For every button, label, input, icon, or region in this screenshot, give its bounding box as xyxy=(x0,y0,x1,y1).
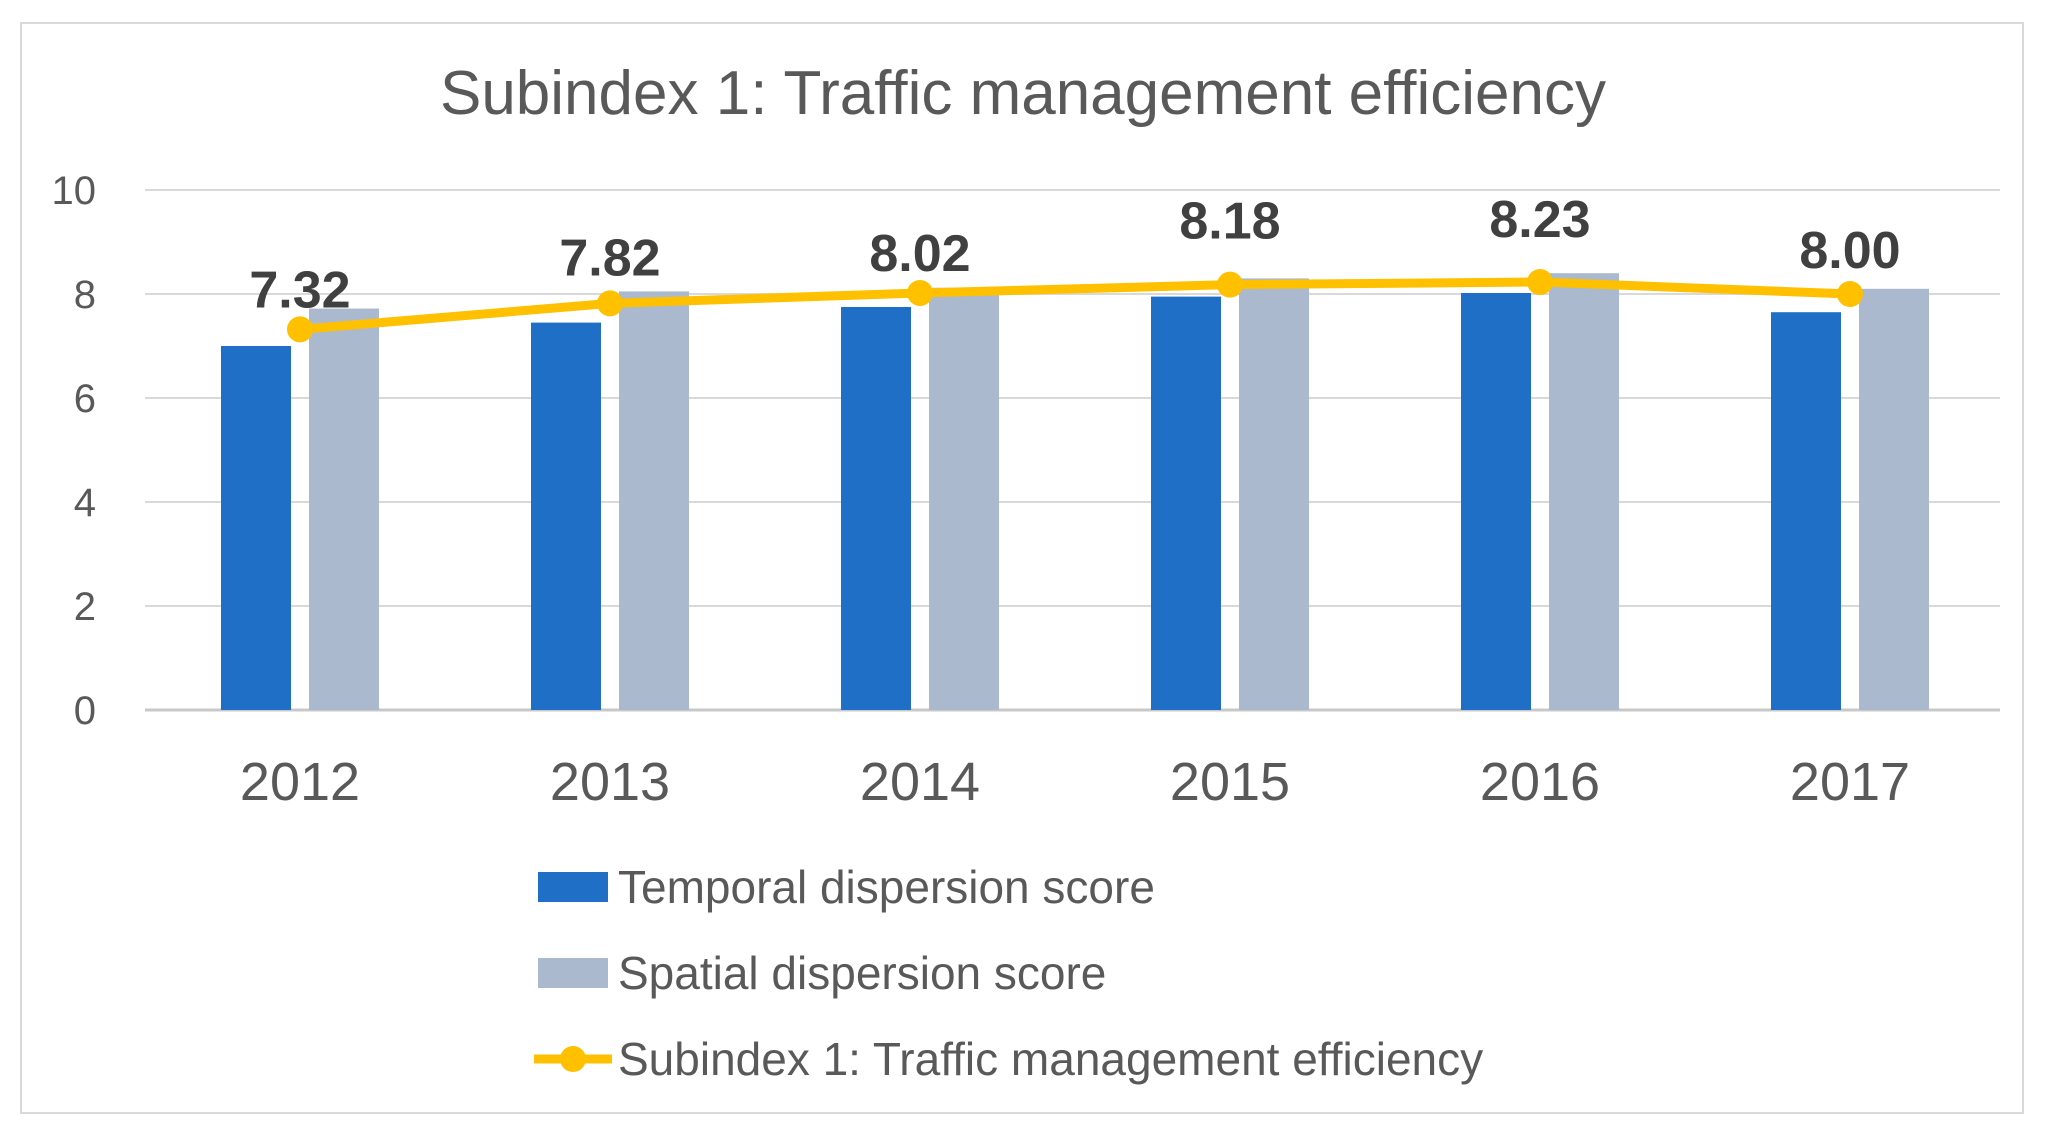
x-tick-label-2015: 2015 xyxy=(1170,752,1290,812)
bar-spatial-2016 xyxy=(1549,273,1619,710)
legend-label-subindex: Subindex 1: Traffic management efficienc… xyxy=(618,1033,1483,1085)
chart-title: Subindex 1: Traffic management efficienc… xyxy=(440,59,1606,128)
y-tick-label: 10 xyxy=(52,169,97,213)
y-tick-label: 6 xyxy=(74,377,96,421)
y-axis-ticks: 0 2 4 6 8 10 xyxy=(52,169,97,733)
subindex-point-2017 xyxy=(1837,281,1863,307)
bar-spatial-2017 xyxy=(1859,288,1929,710)
legend-swatch-spatial xyxy=(538,958,608,988)
legend-label-spatial: Spatial dispersion score xyxy=(618,947,1106,999)
legend: Temporal dispersion score Spatial disper… xyxy=(534,861,1483,1085)
x-axis-ticks: 2012 2013 2014 2015 2016 2017 xyxy=(240,752,1910,812)
subindex-point-2016 xyxy=(1527,269,1553,296)
legend-label-temporal: Temporal dispersion score xyxy=(618,861,1155,913)
y-tick-label: 2 xyxy=(74,585,96,629)
data-label-2017: 8.00 xyxy=(1799,222,1900,280)
bar-temporal-2012 xyxy=(221,346,291,710)
subindex-point-2013 xyxy=(597,290,623,317)
x-tick-label-2013: 2013 xyxy=(550,752,670,812)
bar-spatial-2014 xyxy=(929,287,999,710)
bar-spatial-2012 xyxy=(309,308,379,710)
subindex-point-2014 xyxy=(907,279,933,306)
bar-spatial-2013 xyxy=(619,291,689,710)
line-series xyxy=(287,269,1863,343)
data-label-2013: 7.82 xyxy=(559,229,660,287)
data-label-2012: 7.32 xyxy=(249,261,350,319)
data-label-2015: 8.18 xyxy=(1179,193,1280,251)
x-tick-label-2017: 2017 xyxy=(1790,752,1910,812)
gridlines xyxy=(145,189,2000,712)
legend-swatch-marker xyxy=(560,1046,586,1072)
bar-temporal-2017 xyxy=(1771,312,1841,710)
bar-spatial-2015 xyxy=(1239,278,1309,710)
bars xyxy=(221,273,1929,710)
y-tick-label: 0 xyxy=(74,689,96,733)
bar-temporal-2015 xyxy=(1151,296,1221,710)
data-labels: 7.32 7.82 8.02 8.18 8.23 8.00 xyxy=(249,191,1900,319)
x-tick-label-2012: 2012 xyxy=(240,752,360,812)
y-tick-label: 8 xyxy=(74,273,96,317)
bar-temporal-2013 xyxy=(531,322,601,710)
subindex-line xyxy=(295,277,1855,334)
bar-temporal-2014 xyxy=(841,307,911,710)
y-tick-label: 4 xyxy=(74,481,96,525)
subindex-point-2012 xyxy=(287,316,313,343)
legend-swatch-temporal xyxy=(538,872,608,902)
x-tick-label-2014: 2014 xyxy=(860,752,980,812)
data-label-2014: 8.02 xyxy=(869,225,970,283)
subindex-point-2015 xyxy=(1217,271,1243,298)
x-tick-label-2016: 2016 xyxy=(1480,752,1600,812)
bar-temporal-2016 xyxy=(1461,292,1531,710)
data-label-2016: 8.23 xyxy=(1489,191,1590,249)
